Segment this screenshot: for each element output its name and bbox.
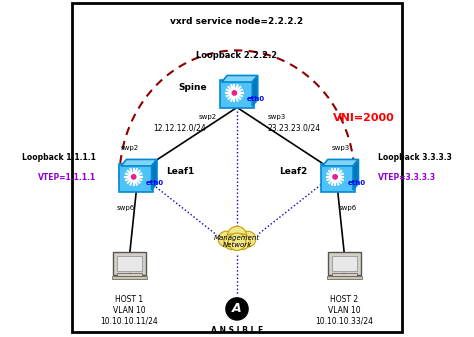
FancyBboxPatch shape bbox=[327, 276, 362, 279]
Circle shape bbox=[234, 234, 250, 250]
FancyBboxPatch shape bbox=[113, 252, 146, 275]
Polygon shape bbox=[222, 75, 258, 82]
Circle shape bbox=[240, 231, 256, 247]
Text: Spine: Spine bbox=[178, 83, 207, 92]
Circle shape bbox=[218, 231, 234, 247]
Text: 23.23.23.0/24: 23.23.23.0/24 bbox=[267, 123, 320, 132]
Text: Leaf1: Leaf1 bbox=[166, 167, 195, 176]
FancyBboxPatch shape bbox=[73, 3, 401, 332]
Text: A N S I B L E: A N S I B L E bbox=[211, 326, 263, 335]
Text: vxrd service node=2.2.2.2: vxrd service node=2.2.2.2 bbox=[171, 17, 303, 26]
Text: Loopback 3.3.3.3: Loopback 3.3.3.3 bbox=[378, 153, 452, 162]
Circle shape bbox=[228, 226, 246, 245]
Text: 12.12.12.0/24: 12.12.12.0/24 bbox=[154, 123, 206, 132]
FancyBboxPatch shape bbox=[117, 256, 142, 271]
Text: Leaf2: Leaf2 bbox=[279, 167, 308, 176]
FancyBboxPatch shape bbox=[332, 274, 357, 276]
Text: HOST 1
VLAN 10
10.10.10.11/24: HOST 1 VLAN 10 10.10.10.11/24 bbox=[100, 296, 158, 325]
Text: VNI=2000: VNI=2000 bbox=[333, 113, 395, 123]
Text: swp6: swp6 bbox=[339, 205, 357, 211]
Text: swp2: swp2 bbox=[199, 114, 217, 120]
Text: Loopback 2.2.2.2: Loopback 2.2.2.2 bbox=[196, 52, 278, 60]
Text: eth0: eth0 bbox=[247, 96, 265, 102]
Polygon shape bbox=[353, 159, 358, 190]
Text: VTEP=3.3.3.3: VTEP=3.3.3.3 bbox=[378, 174, 436, 182]
FancyBboxPatch shape bbox=[119, 164, 153, 192]
Circle shape bbox=[131, 175, 136, 179]
Polygon shape bbox=[322, 159, 358, 166]
Polygon shape bbox=[252, 75, 258, 106]
FancyBboxPatch shape bbox=[321, 164, 355, 192]
Text: VTEP=1.1.1.1: VTEP=1.1.1.1 bbox=[38, 174, 96, 182]
Circle shape bbox=[224, 234, 240, 250]
Text: Loopback 1.1.1.1: Loopback 1.1.1.1 bbox=[22, 153, 96, 162]
Text: swp3: swp3 bbox=[332, 145, 350, 151]
FancyBboxPatch shape bbox=[112, 276, 147, 279]
FancyBboxPatch shape bbox=[332, 256, 357, 271]
Text: HOST 2
VLAN 10
10.10.10.33/24: HOST 2 VLAN 10 10.10.10.33/24 bbox=[316, 296, 374, 325]
Text: Management
Network: Management Network bbox=[214, 235, 260, 248]
Polygon shape bbox=[121, 159, 157, 166]
FancyBboxPatch shape bbox=[220, 80, 254, 108]
Circle shape bbox=[333, 175, 337, 179]
Text: A: A bbox=[232, 302, 242, 315]
Text: swp6: swp6 bbox=[117, 205, 135, 211]
FancyBboxPatch shape bbox=[117, 274, 142, 276]
Text: swp2: swp2 bbox=[120, 145, 138, 151]
Circle shape bbox=[232, 91, 237, 95]
Polygon shape bbox=[152, 159, 157, 190]
Text: eth0: eth0 bbox=[347, 180, 365, 186]
Circle shape bbox=[226, 298, 248, 320]
FancyBboxPatch shape bbox=[328, 252, 361, 275]
Text: swp3: swp3 bbox=[267, 114, 285, 120]
Text: eth0: eth0 bbox=[146, 180, 164, 186]
Circle shape bbox=[228, 233, 246, 250]
